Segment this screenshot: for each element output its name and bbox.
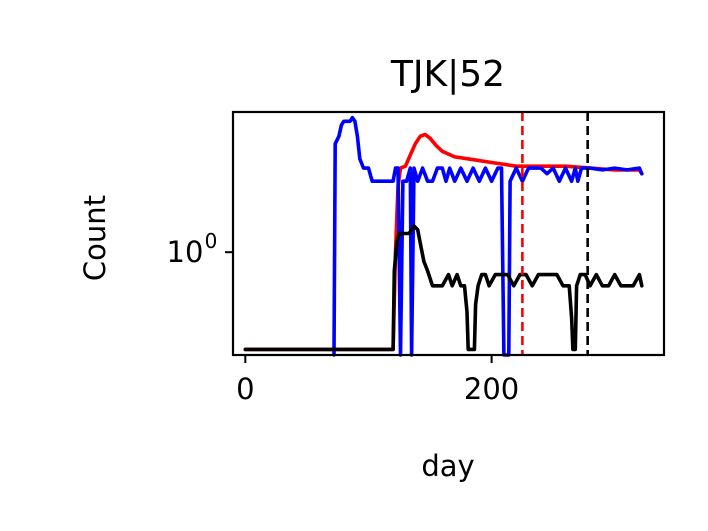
series-line-3 (243, 224, 644, 352)
x-tick-label: 0 (236, 372, 254, 406)
chart-title: TJK|52 (390, 54, 505, 95)
y-axis-label: Count (78, 195, 112, 281)
plot-frame (231, 110, 666, 357)
y-tick-label: 10 (167, 235, 204, 269)
plot-area (243, 112, 644, 357)
y-axis: 10 0 (167, 229, 233, 269)
x-tick-label: 200 (464, 372, 519, 406)
x-axis-label: day (421, 449, 474, 483)
series-line-2 (332, 115, 644, 357)
x-axis: 0 200 (236, 355, 519, 406)
y-tick-exponent: 0 (205, 229, 218, 253)
